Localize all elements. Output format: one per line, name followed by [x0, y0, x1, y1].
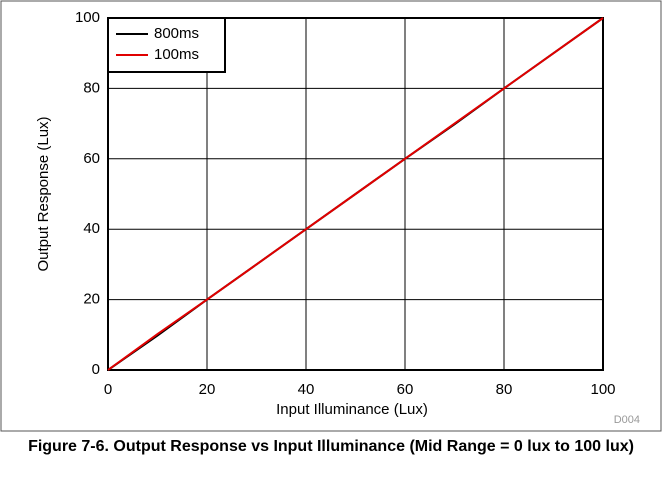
x-tick-label: 0 — [104, 381, 112, 398]
legend-box — [107, 17, 226, 73]
x-tick-label: 40 — [298, 381, 315, 398]
y-tick-label: 0 — [92, 361, 100, 378]
y-tick-label: 100 — [75, 9, 100, 26]
x-tick-label: 20 — [199, 381, 216, 398]
y-tick-label: 40 — [83, 220, 100, 237]
series-line — [107, 17, 604, 371]
x-axis-label: Input Illuminance (Lux) — [276, 401, 428, 418]
x-tick-label: 60 — [397, 381, 414, 398]
y-tick-label: 20 — [83, 291, 100, 308]
annotation: D004 — [614, 414, 640, 426]
y-axis-label: Output Response (Lux) — [35, 116, 52, 271]
legend-label: 800ms — [154, 25, 199, 42]
y-tick-label: 80 — [83, 79, 100, 96]
x-tick-label: 80 — [496, 381, 513, 398]
caption: Figure 7-6. Output Response vs Input Ill… — [28, 438, 634, 455]
figure-border — [0, 0, 662, 432]
plot-frame — [107, 17, 604, 371]
legend-label: 100ms — [154, 46, 199, 63]
y-tick-label: 60 — [83, 150, 100, 167]
x-tick-label: 100 — [590, 381, 615, 398]
